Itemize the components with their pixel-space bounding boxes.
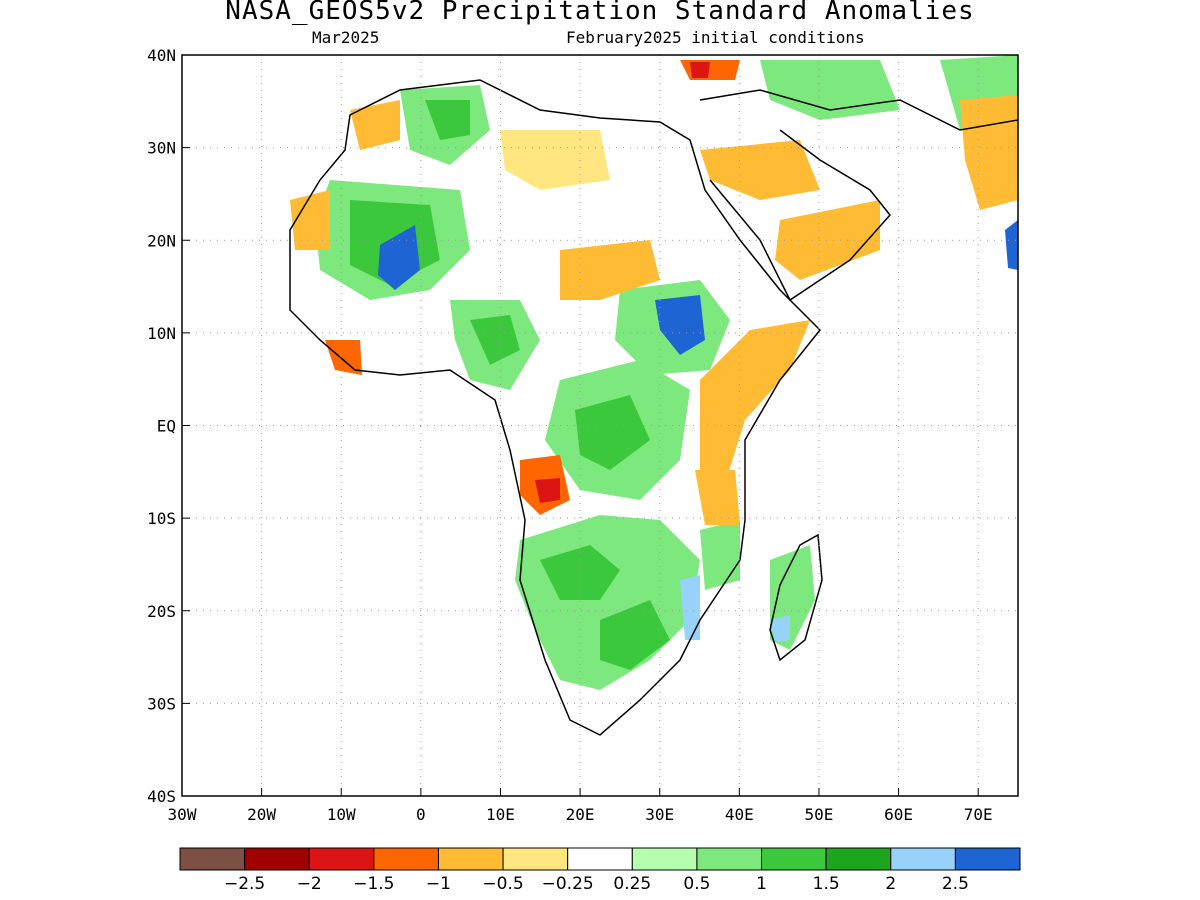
legend-label: 2 [885,874,896,894]
legend-label: −1.5 [353,874,394,894]
legend-label: 2.5 [942,874,969,894]
legend-label: −2.5 [224,874,265,894]
lon-tick-label: 10W [327,805,356,824]
legend-swatch [437,847,504,871]
legend-label: 1 [756,874,767,894]
lat-tick-label: EQ [157,417,176,436]
anomaly-patch [680,575,700,640]
lon-tick-label: 30E [645,805,674,824]
anomaly-patch [535,478,560,503]
anomaly-patch [470,315,520,365]
africa-outline [289,79,822,736]
lat-tick-label: 40N [147,46,176,65]
legend-swatch [954,847,1021,871]
lat-tick-label: 30N [147,139,176,158]
legend-label: −0.5 [482,874,523,894]
legend-swatch [567,847,633,871]
legend-swatch [825,847,892,871]
legend-swatch [696,847,763,871]
legend-label: −2 [297,874,322,894]
anomaly-patch [540,545,620,600]
initial-conditions-label: February2025 initial conditions [566,28,865,47]
legend-label: 1.5 [813,874,840,894]
anomaly-patch [500,130,610,190]
lon-tick-label: 20W [247,805,276,824]
arabia-outline [699,89,1018,302]
anomaly-patch [290,190,330,250]
anomaly-patch [700,320,810,500]
anomaly-patch [695,470,740,525]
anomaly-patch [515,515,700,690]
coastline [289,79,1018,736]
legend-swatch [373,847,439,871]
anomaly-patch [680,60,740,80]
anomaly-patch [1005,220,1018,270]
anomaly-shading [290,55,1018,690]
lon-tick-label: 50E [804,805,833,824]
anomaly-patch [560,240,660,300]
legend-label: 0.25 [613,874,651,894]
lon-tick-label: 30W [168,805,197,824]
legend-swatch [502,847,569,871]
lat-tick-label: 20N [147,231,176,250]
anomaly-patch [700,140,820,200]
lon-tick-label: 0 [416,805,426,824]
legend-swatch [179,847,246,871]
anomaly-patch [960,95,1018,210]
anomaly-patch [600,600,670,670]
axis-labels: 30W 20W 10W 0 10E 20E 30E 40E 50E 60E 70E 40N 30N 20N… [147,46,993,824]
lat-tick-label: 10S [147,509,176,528]
lon-tick-label: 60E [884,805,913,824]
lon-tick-label: 40E [725,805,754,824]
anomaly-patch [350,100,400,150]
lat-tick-label: 30S [147,694,176,713]
anomaly-patch [325,340,362,375]
anomaly-patch [770,615,790,642]
forecast-month: Mar2025 [312,28,380,47]
legend-swatch [631,847,698,871]
lon-tick-label: 10E [486,805,515,824]
anomaly-patch [378,225,420,290]
legend-swatch [244,847,310,871]
legend-label: −1 [426,874,451,894]
lat-tick-label: 40S [147,787,176,806]
legend: −2.5 −2 −1.5 −1 −0.5 −0.25 0.25 0.5 1 1.5 2 2.5 [179,847,1021,894]
lat-tick-label: 20S [147,602,176,621]
lat-tick-label: 10N [147,324,176,343]
anomaly-patch [575,395,650,470]
anomaly-patch [655,295,705,355]
legend-label: 0.5 [683,874,710,894]
legend-swatch [890,847,956,871]
anomaly-patch [760,60,900,120]
legend-swatch [761,847,827,871]
anomaly-patch [775,200,880,280]
anomaly-patch [700,520,740,590]
lon-tick-label: 20E [566,805,595,824]
anomaly-patch [425,100,470,140]
madagascar-outline [769,533,823,662]
lon-tick-label: 70E [964,805,993,824]
legend-label: −0.25 [542,874,594,894]
map-title: NASA_GEOS5v2 Precipitation Standard Anom… [225,0,975,26]
legend-swatch [308,847,375,871]
anomaly-patch [690,62,710,78]
